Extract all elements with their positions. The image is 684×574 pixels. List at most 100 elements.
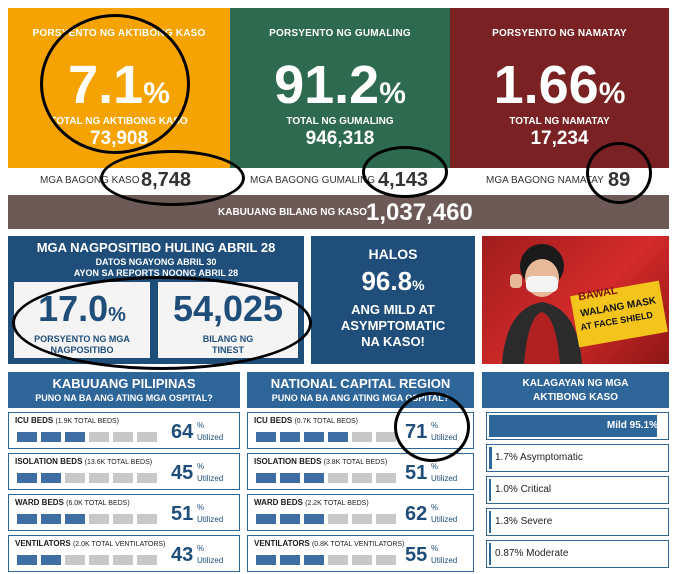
capacity-bar-segment bbox=[41, 473, 61, 483]
bed-row: ISOLATION BEDS (13.6K TOTAL BEDS) 45% Util… bbox=[8, 453, 240, 490]
utilization-word: Utilized bbox=[431, 515, 458, 524]
capacity-bar-segment bbox=[280, 473, 300, 483]
utilization-value: 51 bbox=[171, 503, 194, 525]
deaths-percent-title: PORSYENTO NG NAMATAY bbox=[492, 28, 627, 39]
bed-label: ICU BEDS (0.7K TOTAL BEDS) bbox=[254, 416, 358, 425]
condition-row: 0.87% Moderate bbox=[486, 540, 669, 568]
capacity-bar-segment bbox=[137, 555, 157, 565]
capacity-bar-segment bbox=[256, 473, 276, 483]
recovered-total-value: 946,318 bbox=[305, 128, 375, 149]
capacity-bar-segment bbox=[17, 555, 37, 565]
condition-row: 1.3% Severe bbox=[486, 508, 669, 536]
recovered-percent-value: 91.2% bbox=[274, 55, 406, 115]
capacity-bar-segment bbox=[17, 514, 37, 524]
capacity-bar-segment bbox=[89, 555, 109, 565]
bed-label: WARD BEDS (2.2K TOTAL BEDS) bbox=[254, 498, 369, 507]
deaths-total-label: TOTAL NG NAMATAY bbox=[509, 116, 610, 127]
utilization-value: 51 bbox=[405, 462, 428, 484]
condition-label: 1.7% Asymptomatic bbox=[495, 452, 583, 463]
capacity-bar-segment bbox=[376, 432, 396, 442]
capacity-bar-segment bbox=[280, 432, 300, 442]
capacity-bar-segment bbox=[89, 514, 109, 524]
capacity-bar-segment bbox=[17, 473, 37, 483]
capacity-bar-segment bbox=[328, 514, 348, 524]
bed-row: WARD BEDS (6.0K TOTAL BEDS) 51% Utilized bbox=[8, 494, 240, 531]
bed-label: VENTILATORS (2.0K TOTAL VENTILATORS) bbox=[15, 539, 166, 548]
utilization-word: Utilized bbox=[197, 474, 224, 483]
mild-value: 96.8% bbox=[361, 266, 425, 296]
condition-row: Mild 95.1% bbox=[486, 412, 669, 440]
ncr-title: NATIONAL CAPITAL REGION bbox=[270, 376, 451, 391]
total-cases-label: KABUUANG BILANG NG KASO bbox=[218, 207, 367, 218]
capacity-bar-segment bbox=[41, 555, 61, 565]
utilization-sign: % bbox=[197, 462, 205, 471]
condition-share-bar bbox=[489, 543, 491, 565]
capacity-bar-segment bbox=[328, 432, 348, 442]
ph-subtitle: PUNO NA BA ANG ATING MGA OSPITAL? bbox=[35, 393, 213, 403]
utilization-value: 43 bbox=[171, 544, 194, 566]
new-deaths-label: MGA BAGONG NAMATAY bbox=[486, 175, 604, 186]
utilization-sign: % bbox=[197, 503, 205, 512]
bed-label: ISOLATION BEDS (3.8K TOTAL BEDS) bbox=[254, 457, 388, 466]
highlight-ring-positivity bbox=[12, 276, 312, 370]
deaths-percent-value: 1.66% bbox=[493, 55, 626, 115]
mild-line-1: ANG MILD AT bbox=[351, 302, 435, 317]
utilization-sign: % bbox=[431, 503, 439, 512]
capacity-bar-segment bbox=[256, 514, 276, 524]
capacity-bar-segment bbox=[328, 555, 348, 565]
capacity-bar-segment bbox=[328, 473, 348, 483]
capacity-bar-segment bbox=[352, 432, 372, 442]
capacity-bar-segment bbox=[113, 555, 133, 565]
capacity-bar-segment bbox=[65, 514, 85, 524]
capacity-bar-segment bbox=[280, 514, 300, 524]
capacity-bar-segment bbox=[256, 432, 276, 442]
new-cases-label: MGA BAGONG KASO bbox=[40, 175, 140, 186]
utilization-sign: % bbox=[431, 462, 439, 471]
capacity-bar-segment bbox=[304, 473, 324, 483]
positivity-title: MGA NAGPOSITIBO HULING ABRIL 28 bbox=[36, 240, 276, 255]
capacity-bar-segment bbox=[376, 514, 396, 524]
mild-box: HALOS 96.8% ANG MILD AT ASYMPTOMATIC NA … bbox=[311, 236, 475, 364]
capacity-bar-segment bbox=[376, 555, 396, 565]
bed-label: VENTILATORS (0.8K TOTAL VENTILATORS) bbox=[254, 539, 405, 548]
capacity-bar-segment bbox=[137, 473, 157, 483]
condition-share-bar bbox=[489, 511, 491, 533]
capacity-bar-segment bbox=[280, 555, 300, 565]
capacity-bar-segment bbox=[65, 473, 85, 483]
utilization-word: Utilized bbox=[431, 474, 458, 483]
utilization-value: 45 bbox=[171, 462, 194, 484]
total-cases-bar: KABUUANG BILANG NG KASO 1,037,460 bbox=[8, 195, 669, 229]
capacity-bar-segment bbox=[41, 514, 61, 524]
highlight-ring-new-deaths bbox=[586, 142, 652, 204]
capacity-bar-segment bbox=[137, 432, 157, 442]
total-cases-value: 1,037,460 bbox=[366, 199, 473, 226]
ncr-subtitle: PUNO NA BA ANG ATING MGA OSPITAL? bbox=[271, 393, 450, 403]
bed-label: ISOLATION BEDS (13.6K TOTAL BEDS) bbox=[15, 457, 153, 466]
capacity-bar-segment bbox=[65, 432, 85, 442]
capacity-bar-segment bbox=[113, 514, 133, 524]
utilization-word: Utilized bbox=[197, 556, 224, 565]
capacity-bar-segment bbox=[41, 432, 61, 442]
ph-title: KABUUANG PILIPINAS bbox=[52, 376, 196, 391]
capacity-bar-segment bbox=[352, 473, 372, 483]
highlight-ring-new-recovered bbox=[362, 146, 448, 198]
highlight-ring-active bbox=[40, 14, 190, 154]
condition-label: Mild 95.1% bbox=[606, 420, 658, 431]
positivity-subtitle-2: AYON SA REPORTS NOONG ABRIL 28 bbox=[73, 268, 239, 278]
capacity-bar-segment bbox=[89, 432, 109, 442]
mild-line-2: ASYMPTOMATIC bbox=[340, 318, 446, 333]
utilization-sign: % bbox=[197, 421, 205, 430]
highlight-ring-ncr-icu bbox=[394, 392, 470, 462]
highlight-ring-new-cases bbox=[100, 150, 245, 206]
capacity-bar-segment bbox=[304, 555, 324, 565]
condition-title-2: AKTIBONG KASO bbox=[533, 392, 618, 403]
recovered-percent-title: PORSYENTO NG GUMALING bbox=[269, 28, 411, 39]
condition-label: 1.3% Severe bbox=[495, 516, 553, 527]
bed-row: WARD BEDS (2.2K TOTAL BEDS) 62% Utilized bbox=[247, 494, 474, 531]
utilization-word: Utilized bbox=[197, 433, 224, 442]
condition-row: 1.0% Critical bbox=[486, 476, 669, 504]
capacity-bar-segment bbox=[17, 432, 37, 442]
utilization-value: 55 bbox=[405, 544, 428, 566]
capacity-bar-segment bbox=[352, 514, 372, 524]
utilization-word: Utilized bbox=[197, 515, 224, 524]
